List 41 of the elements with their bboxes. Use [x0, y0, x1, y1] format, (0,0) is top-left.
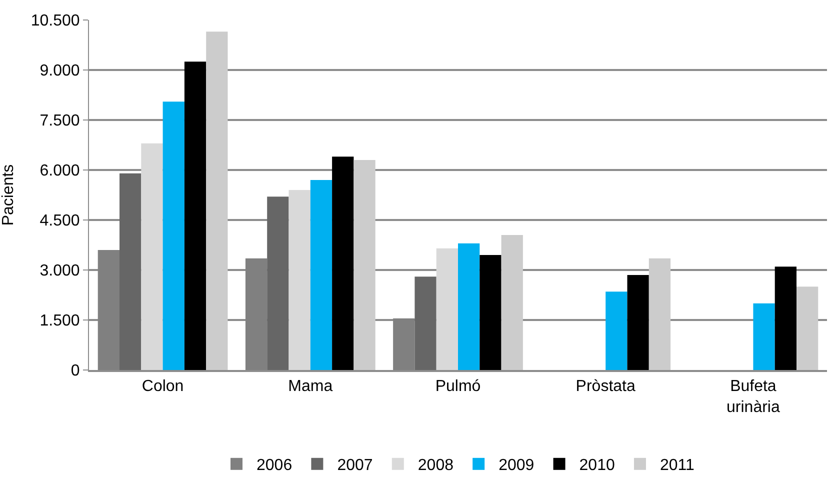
x-tick-label: Pulmó [435, 378, 481, 395]
y-axis-title: Pacients [0, 164, 17, 226]
bar [648, 258, 671, 370]
y-tick-label: 10.500 [30, 12, 80, 30]
bar [627, 275, 649, 370]
bar [184, 62, 206, 370]
bar [141, 143, 163, 370]
y-tick-label: 6.000 [40, 162, 80, 180]
bar [480, 255, 502, 370]
bar [120, 173, 142, 370]
legend-label: 2009 [498, 457, 534, 474]
bar [310, 180, 332, 370]
x-tick-label: Colon [142, 378, 184, 395]
y-tick-label: 1.500 [40, 312, 80, 330]
x-tick-label: Pròstata [576, 378, 636, 395]
bar [267, 196, 289, 370]
bar [332, 156, 354, 370]
legend-label: 2011 [660, 457, 694, 474]
bar [753, 303, 775, 370]
y-tick-label: 3.000 [40, 262, 80, 280]
bar [414, 276, 436, 370]
y-tick-label: 9.000 [40, 62, 80, 80]
legend-label: 2010 [579, 457, 615, 474]
legend-label: 2008 [418, 457, 454, 474]
bar [606, 292, 628, 370]
y-tick-label: 0 [70, 362, 80, 380]
y-tick-label: 7.500 [40, 112, 80, 130]
bar [501, 235, 523, 370]
x-tick-label: Mama [288, 378, 333, 395]
bar [206, 32, 228, 370]
bar [162, 102, 184, 370]
bar [774, 266, 796, 370]
bar [436, 248, 458, 370]
y-tick-label: 4.500 [40, 212, 80, 230]
legend-label: 2006 [256, 457, 292, 474]
legend-label: 2007 [337, 457, 373, 474]
x-tick-label: Bufeta urinària [726, 378, 780, 416]
bar [796, 286, 818, 370]
bar [458, 243, 480, 370]
bar [354, 160, 376, 370]
bar [288, 190, 310, 370]
